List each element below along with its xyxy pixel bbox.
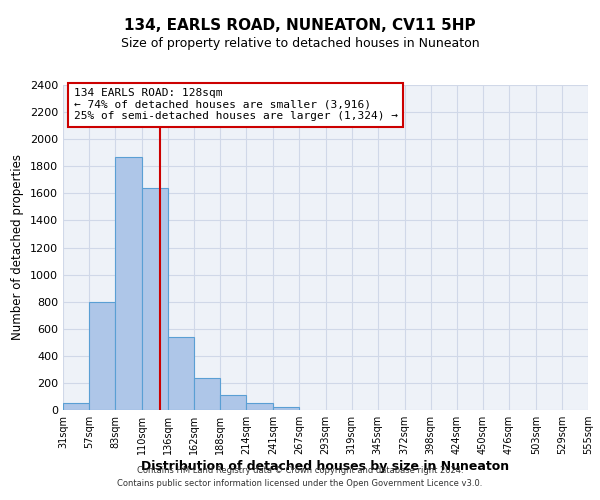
Bar: [220, 395, 247, 410]
Text: Contains HM Land Registry data © Crown copyright and database right 2024.
Contai: Contains HM Land Registry data © Crown c…: [118, 466, 482, 487]
Bar: [63, 403, 89, 410]
X-axis label: Distribution of detached houses by size in Nuneaton: Distribution of detached houses by size …: [142, 460, 509, 473]
Bar: [142, 188, 168, 410]
Bar: [168, 337, 194, 410]
Bar: [89, 302, 115, 410]
Y-axis label: Number of detached properties: Number of detached properties: [11, 154, 25, 340]
Text: 134, EARLS ROAD, NUNEATON, CV11 5HP: 134, EARLS ROAD, NUNEATON, CV11 5HP: [124, 18, 476, 32]
Bar: [194, 378, 220, 410]
Bar: [247, 403, 274, 410]
Text: Size of property relative to detached houses in Nuneaton: Size of property relative to detached ho…: [121, 38, 479, 51]
Bar: [115, 157, 142, 410]
Bar: [274, 406, 299, 410]
Text: 134 EARLS ROAD: 128sqm
← 74% of detached houses are smaller (3,916)
25% of semi-: 134 EARLS ROAD: 128sqm ← 74% of detached…: [74, 88, 398, 122]
